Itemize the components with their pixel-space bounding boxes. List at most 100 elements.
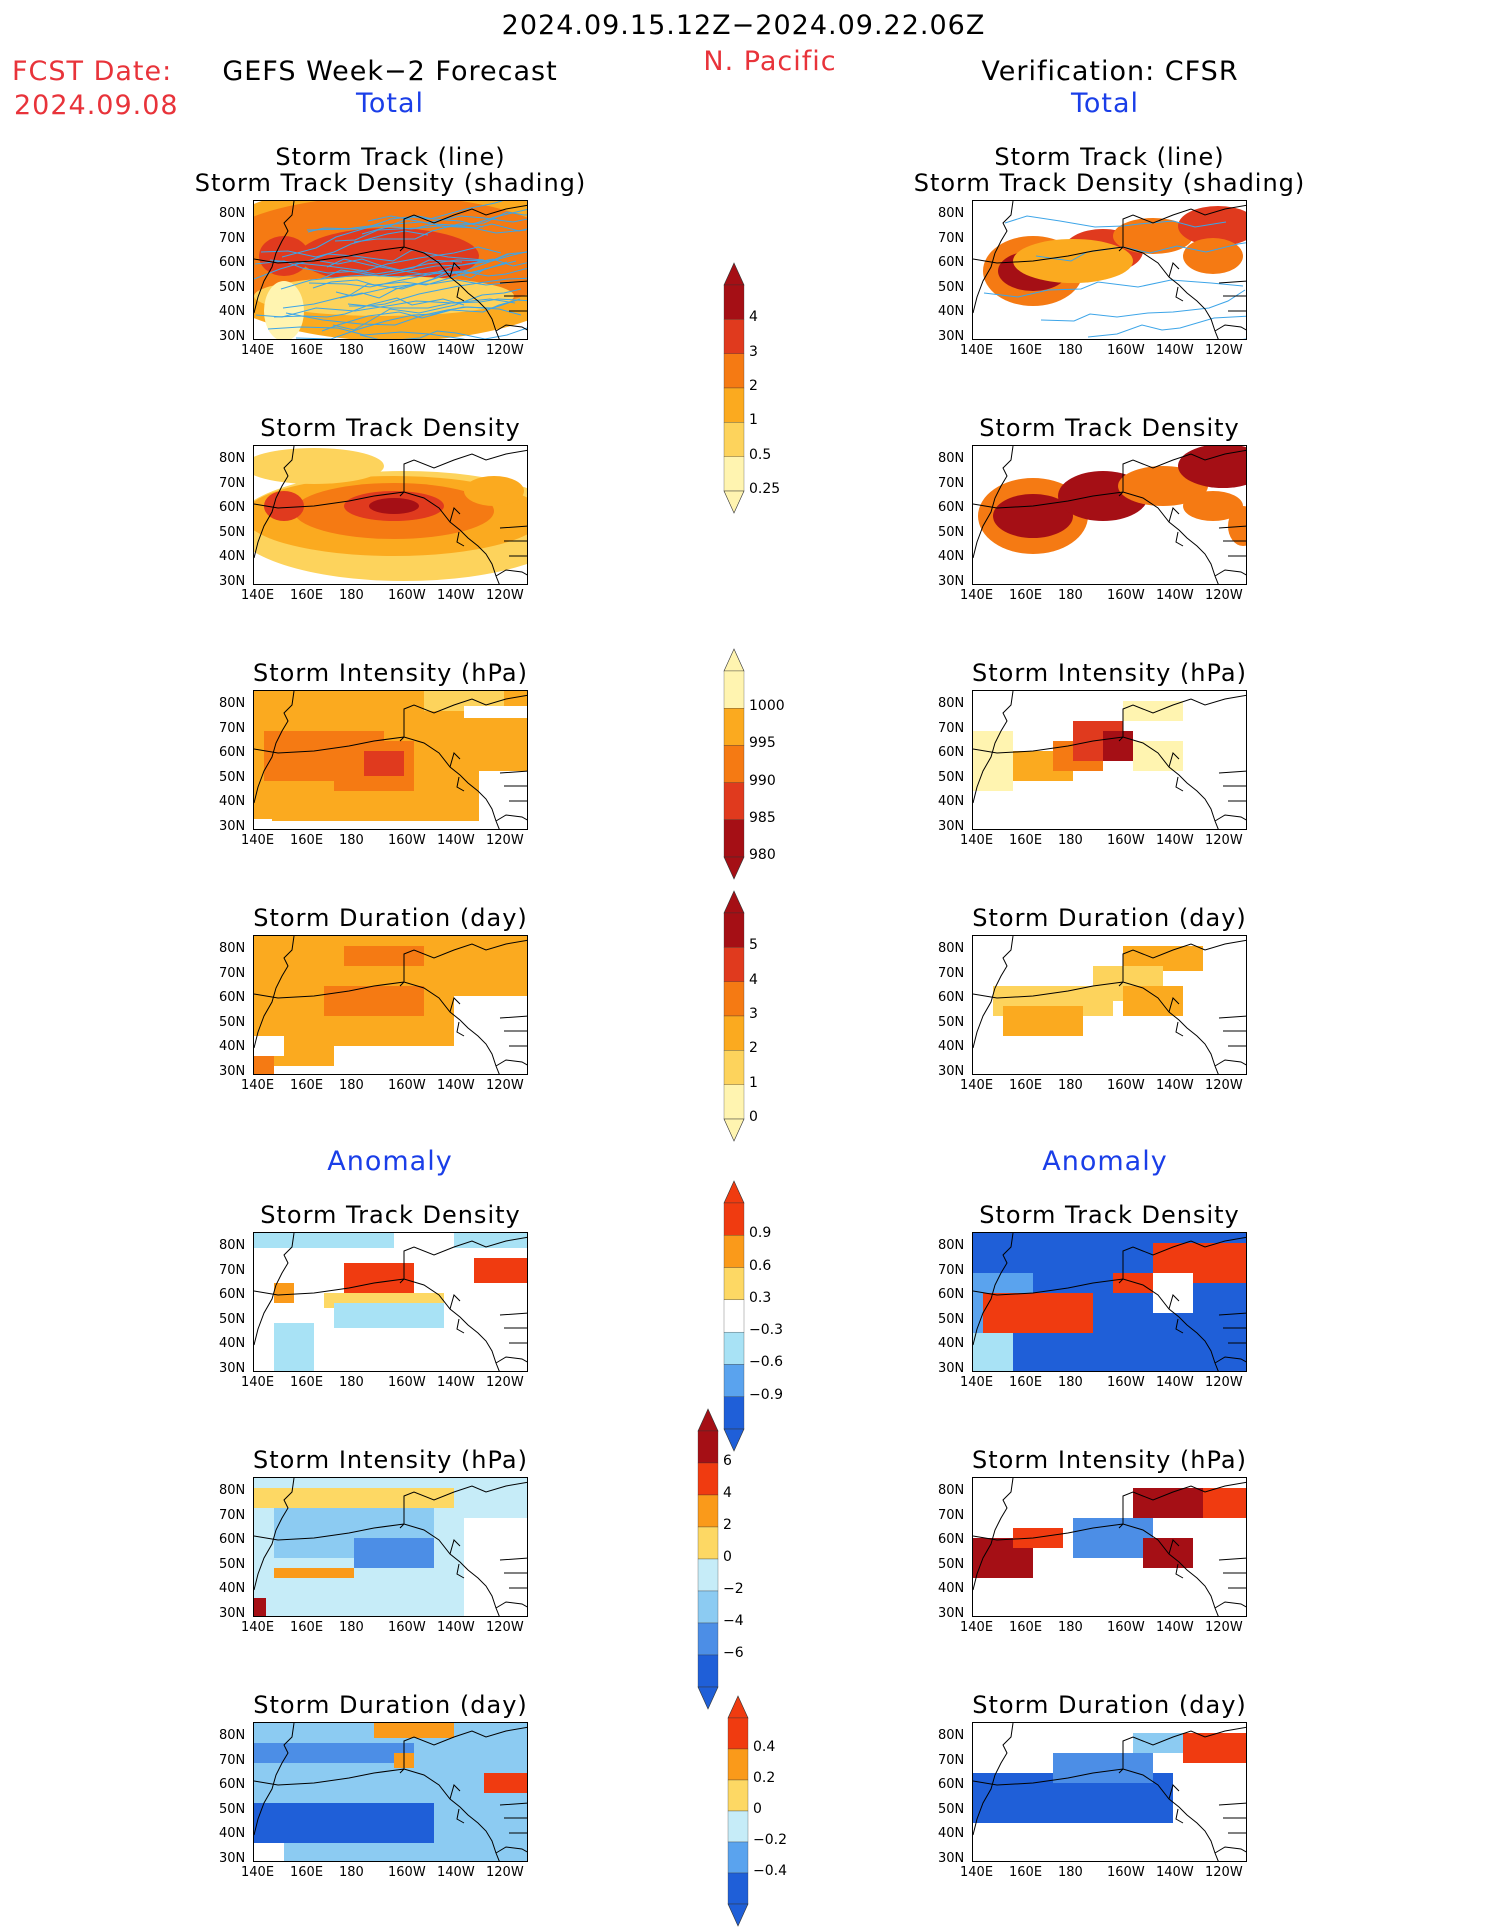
lat-tick: 60N	[219, 745, 246, 760]
lat-tick: 50N	[219, 279, 246, 295]
panel-title: Storm Intensity (hPa)	[253, 659, 528, 687]
colorbar-label: 0	[749, 1109, 758, 1125]
lat-tick: 80N	[219, 941, 246, 956]
panel-title: Storm Track Density	[260, 1201, 521, 1229]
lon-tick: 140E	[241, 1865, 275, 1880]
lon-tick: 160W	[1107, 343, 1145, 358]
lon-tick: 160W	[1107, 833, 1145, 848]
fcst-date-value: 2024.09.08	[14, 90, 179, 121]
colorbar-label: 995	[749, 735, 776, 752]
lat-tick: 40N	[219, 794, 246, 809]
map-panel-left-2	[253, 690, 528, 830]
map-panel-right-0	[972, 200, 1247, 340]
colorbar-label: 985	[749, 809, 776, 826]
left-anomaly-label: Anomaly	[327, 1146, 453, 1177]
storm-track-line	[332, 288, 522, 331]
region-label: N. Pacific	[703, 46, 837, 77]
coastline	[973, 691, 1246, 829]
lon-tick: 160E	[290, 1620, 324, 1635]
coastline	[973, 201, 1246, 339]
colorbar-label: 2	[749, 378, 758, 394]
storm-track-line	[983, 279, 1244, 298]
lat-tick: 50N	[219, 1311, 246, 1327]
lat-tick: 60N	[938, 745, 965, 760]
colorbar-label: 0.2	[753, 1770, 776, 1786]
coastline	[254, 691, 527, 829]
lon-tick: 140E	[241, 343, 275, 358]
lat-tick: 40N	[219, 549, 246, 564]
lat-tick: 70N	[219, 230, 246, 246]
lon-tick: 160W	[1107, 1375, 1145, 1390]
lon-tick: 140W	[437, 1375, 475, 1390]
map-panel-left-0	[253, 200, 528, 340]
lon-tick: 120W	[486, 343, 524, 358]
lat-tick: 30N	[938, 573, 965, 589]
lat-tick: 30N	[219, 328, 246, 344]
lon-tick: 120W	[1205, 588, 1243, 603]
colorbar-duration-anomaly	[727, 1695, 749, 1927]
lon-tick: 160E	[1009, 1375, 1043, 1390]
lon-tick: 140W	[437, 833, 475, 848]
lat-tick: 60N	[938, 990, 965, 1005]
storm-track-line	[282, 267, 487, 309]
right-total-label: Total	[1070, 88, 1140, 119]
lon-tick: 160E	[1009, 1865, 1043, 1880]
lon-tick: 160E	[290, 1078, 324, 1093]
panel-title: Storm Intensity (hPa)	[972, 659, 1247, 687]
colorbar-label: 3	[749, 1006, 758, 1022]
colorbar-label: 0	[723, 1549, 732, 1565]
lat-tick: 80N	[938, 1483, 965, 1498]
lon-tick: 160E	[290, 833, 324, 848]
lon-tick: 140W	[1156, 1620, 1194, 1635]
colorbar-label: 0.25	[749, 481, 781, 497]
lat-tick: 40N	[938, 549, 965, 564]
lat-tick: 30N	[219, 1605, 246, 1621]
panel-title: Storm Duration (day)	[972, 1691, 1247, 1719]
colorbar-label: −4	[723, 1613, 744, 1629]
lat-tick: 70N	[938, 230, 965, 246]
lat-tick: 70N	[938, 1752, 965, 1768]
storm-track-line	[321, 299, 518, 332]
colorbar-label: 0.4	[753, 1739, 776, 1755]
lat-tick: 50N	[938, 524, 965, 540]
storm-track-line	[254, 259, 463, 275]
storm-track-line	[367, 215, 527, 224]
colorbar-label: −2	[723, 1581, 744, 1597]
colorbar-label: 980	[749, 847, 776, 863]
lon-tick: 160E	[1009, 588, 1043, 603]
lat-tick: 40N	[219, 1581, 246, 1596]
colorbar-label: 2	[723, 1517, 732, 1533]
lat-tick: 80N	[938, 1238, 965, 1253]
lon-tick: 140W	[437, 1620, 475, 1635]
lon-tick: 120W	[1205, 343, 1243, 358]
storm-track-line	[1087, 315, 1246, 338]
lon-tick: 140E	[241, 833, 275, 848]
lat-tick: 50N	[219, 769, 246, 785]
lon-tick: 120W	[1205, 1865, 1243, 1880]
lon-tick: 120W	[486, 1865, 524, 1880]
fcst-date-label: FCST Date:	[12, 56, 173, 87]
lon-tick: 160E	[1009, 1078, 1043, 1093]
storm-track-line	[347, 277, 527, 307]
panel-title: Storm Intensity (hPa)	[972, 1446, 1247, 1474]
lat-tick: 30N	[938, 1360, 965, 1376]
lat-tick: 80N	[219, 696, 246, 711]
lon-tick: 160W	[388, 343, 426, 358]
map-panel-right-4	[972, 1232, 1247, 1372]
storm-track-line	[306, 223, 527, 232]
coastline	[254, 1233, 527, 1371]
lon-tick: 160W	[1107, 1865, 1145, 1880]
colorbar-label: 990	[749, 772, 776, 789]
lon-tick: 160E	[290, 588, 324, 603]
lon-tick: 120W	[486, 1620, 524, 1635]
lat-tick: 60N	[219, 500, 246, 515]
lon-tick: 140W	[1156, 1865, 1194, 1880]
panel-title: Storm Track (line)	[994, 143, 1225, 171]
lon-tick: 140E	[960, 1078, 994, 1093]
lon-tick: 160W	[1107, 1620, 1145, 1635]
lat-tick: 50N	[938, 279, 965, 295]
storm-track-line	[273, 297, 465, 318]
lat-tick: 40N	[938, 1336, 965, 1351]
lat-tick: 40N	[219, 1826, 246, 1841]
panel-title: Storm Duration (day)	[253, 904, 528, 932]
